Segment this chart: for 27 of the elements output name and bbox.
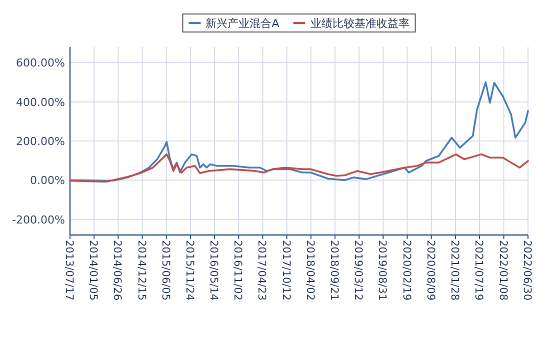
y-tick-label: 600.00% <box>16 56 65 70</box>
x-tick-label: 2016/05/14 <box>208 240 220 301</box>
x-tick-label: 2019/08/31 <box>376 240 388 301</box>
x-tick-label: 2018/04/02 <box>304 240 316 301</box>
x-tick-label: 2014/12/15 <box>135 240 148 301</box>
x-tick-label: 2015/11/24 <box>183 240 196 301</box>
y-tick-label: 0.00% <box>30 174 65 188</box>
x-tick-label: 2021/07/19 <box>472 240 485 301</box>
y-tick-label: 200.00% <box>16 135 65 148</box>
x-tick-label: 2017/04/23 <box>256 240 268 301</box>
x-tick-label: 2013/07/17 <box>63 240 75 301</box>
x-tick-label: 2014/06/26 <box>111 240 124 301</box>
x-tick-label: 2016/11/02 <box>232 240 244 301</box>
x-tick-label: 2014/01/05 <box>87 240 100 301</box>
x-tick-label: 2018/09/21 <box>328 240 340 301</box>
x-tick-label: 2019/03/12 <box>352 240 364 301</box>
x-tick-label: 2017/10/12 <box>280 240 292 301</box>
x-tick-label: 2020/02/19 <box>400 240 412 301</box>
x-tick-label: 2022/06/30 <box>521 240 533 301</box>
y-tick-label: -200.00% <box>12 213 65 226</box>
x-tick-label: 2021/01/28 <box>448 240 460 301</box>
legend-label: 业绩比较基准收益率 <box>310 17 410 30</box>
x-tick-label: 2022/01/08 <box>496 240 509 301</box>
y-tick-label: 400.00% <box>16 96 65 109</box>
x-tick-label: 2015/06/05 <box>159 240 172 301</box>
legend-label: 新兴产业混合A <box>206 17 280 30</box>
x-tick-label: 2020/08/09 <box>424 240 436 301</box>
